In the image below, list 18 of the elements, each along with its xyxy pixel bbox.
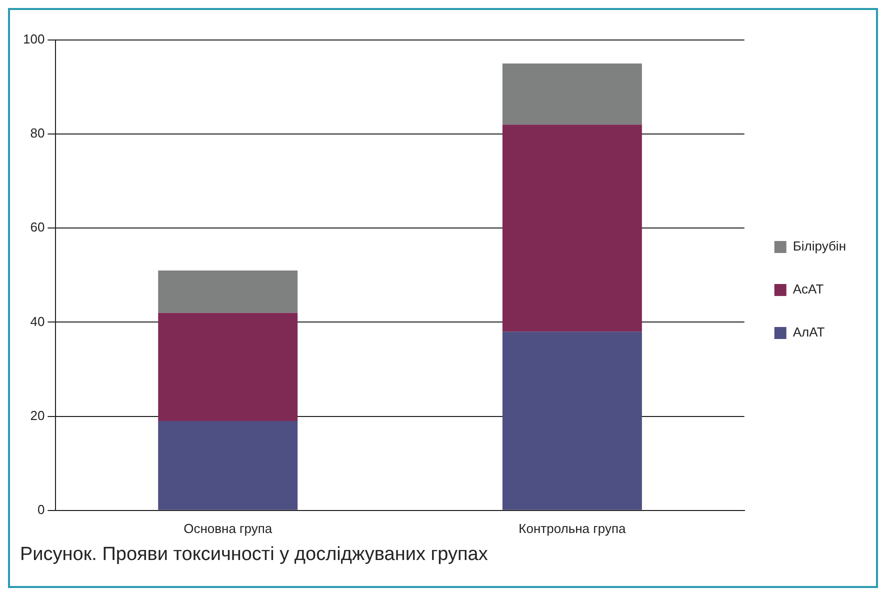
y-tick-label: 100 (22, 32, 45, 47)
text: Рисунок. Прояви токсичності у досліджуваних групах (20, 544, 489, 566)
x-tick-label: Основна група (184, 520, 273, 536)
y-tick-label: 60 (30, 220, 45, 235)
legend-label: Білірубін (792, 238, 846, 254)
bar (158, 270, 298, 313)
x-tick-label: Контрольна група (518, 520, 627, 536)
y-tick-label: 80 (30, 126, 45, 141)
legend-label: АсАТ (792, 282, 824, 297)
bar (502, 64, 642, 125)
legend-label: АлАТ (792, 324, 825, 340)
bar (502, 124, 642, 332)
bar (158, 421, 298, 510)
y-tick-label: 40 (30, 314, 45, 329)
bar (158, 312, 298, 422)
bar (502, 332, 642, 510)
y-tick-label: 0 (37, 502, 45, 517)
y-tick-label: 20 (30, 408, 45, 423)
